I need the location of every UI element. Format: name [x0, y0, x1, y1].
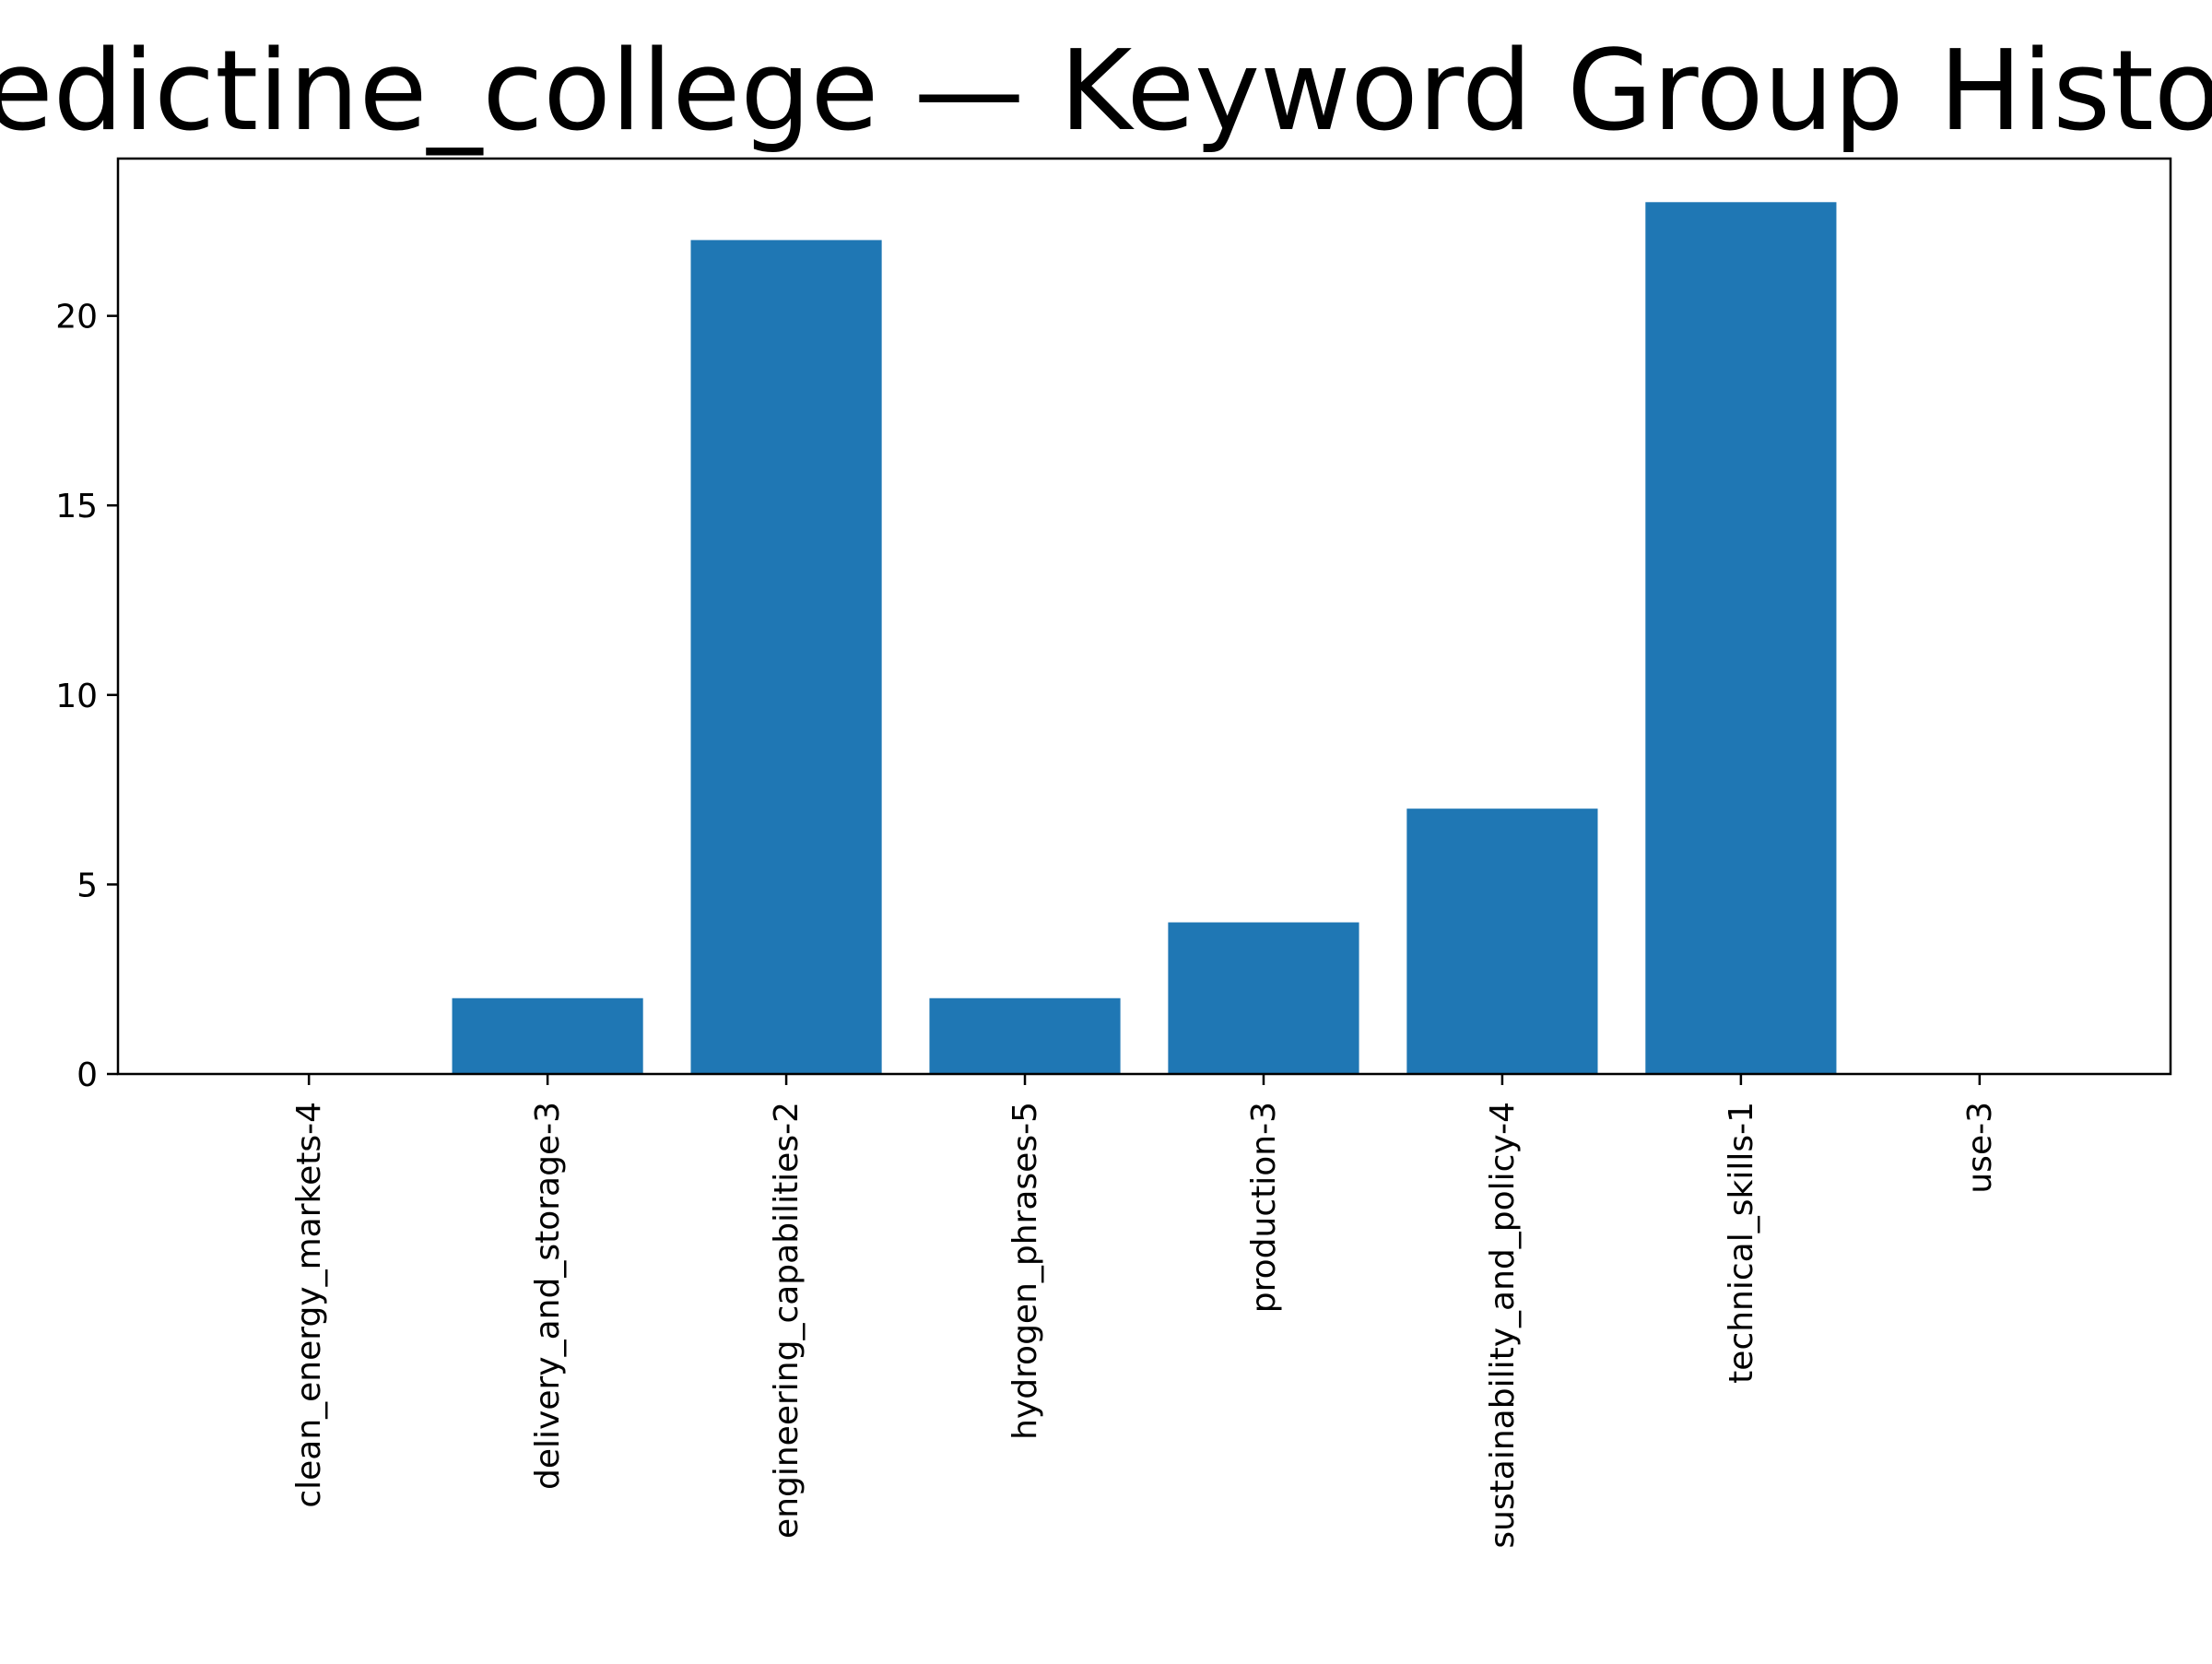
y-tick-label: 15: [55, 488, 98, 525]
y-tick-label: 5: [76, 867, 98, 904]
plot-frame: [116, 157, 2172, 1076]
x-tick-label: sustainability_and_policy-4: [1484, 1102, 1522, 1549]
bar-technical_skills-1: [1645, 202, 1837, 1075]
y-axis: 0 5 10 15 20: [55, 299, 118, 1094]
bar-delivery_and_storage-3: [452, 997, 643, 1074]
x-axis: clean_energy_markets-4 delivery_and_stora…: [290, 1074, 1999, 1549]
y-tick-label: 10: [55, 678, 98, 715]
bar-engineering_capabilities-2: [690, 240, 882, 1075]
x-tick-label: clean_energy_markets-4: [290, 1102, 328, 1508]
bar-hydrogen_phrases-5: [929, 997, 1121, 1074]
x-tick-label: delivery_and_storage-3: [529, 1102, 567, 1490]
bar-sustainability_and_policy-4: [1406, 808, 1598, 1074]
x-tick-label: use-3: [1961, 1102, 1999, 1194]
x-tick-label: technical_skills-1: [1723, 1102, 1760, 1384]
chart-title: benedictine_college — Keyword Group Hist…: [0, 28, 2212, 156]
x-tick-label: engineering_capabilities-2: [768, 1102, 806, 1539]
x-tick-label: production-3: [1245, 1102, 1283, 1313]
bars-layer: [452, 202, 1837, 1075]
x-tick-label: hydrogen_phrases-5: [1006, 1102, 1044, 1440]
y-tick-label: 20: [55, 299, 98, 336]
y-tick-label: 0: [76, 1056, 98, 1094]
bar-production-3: [1168, 922, 1359, 1074]
